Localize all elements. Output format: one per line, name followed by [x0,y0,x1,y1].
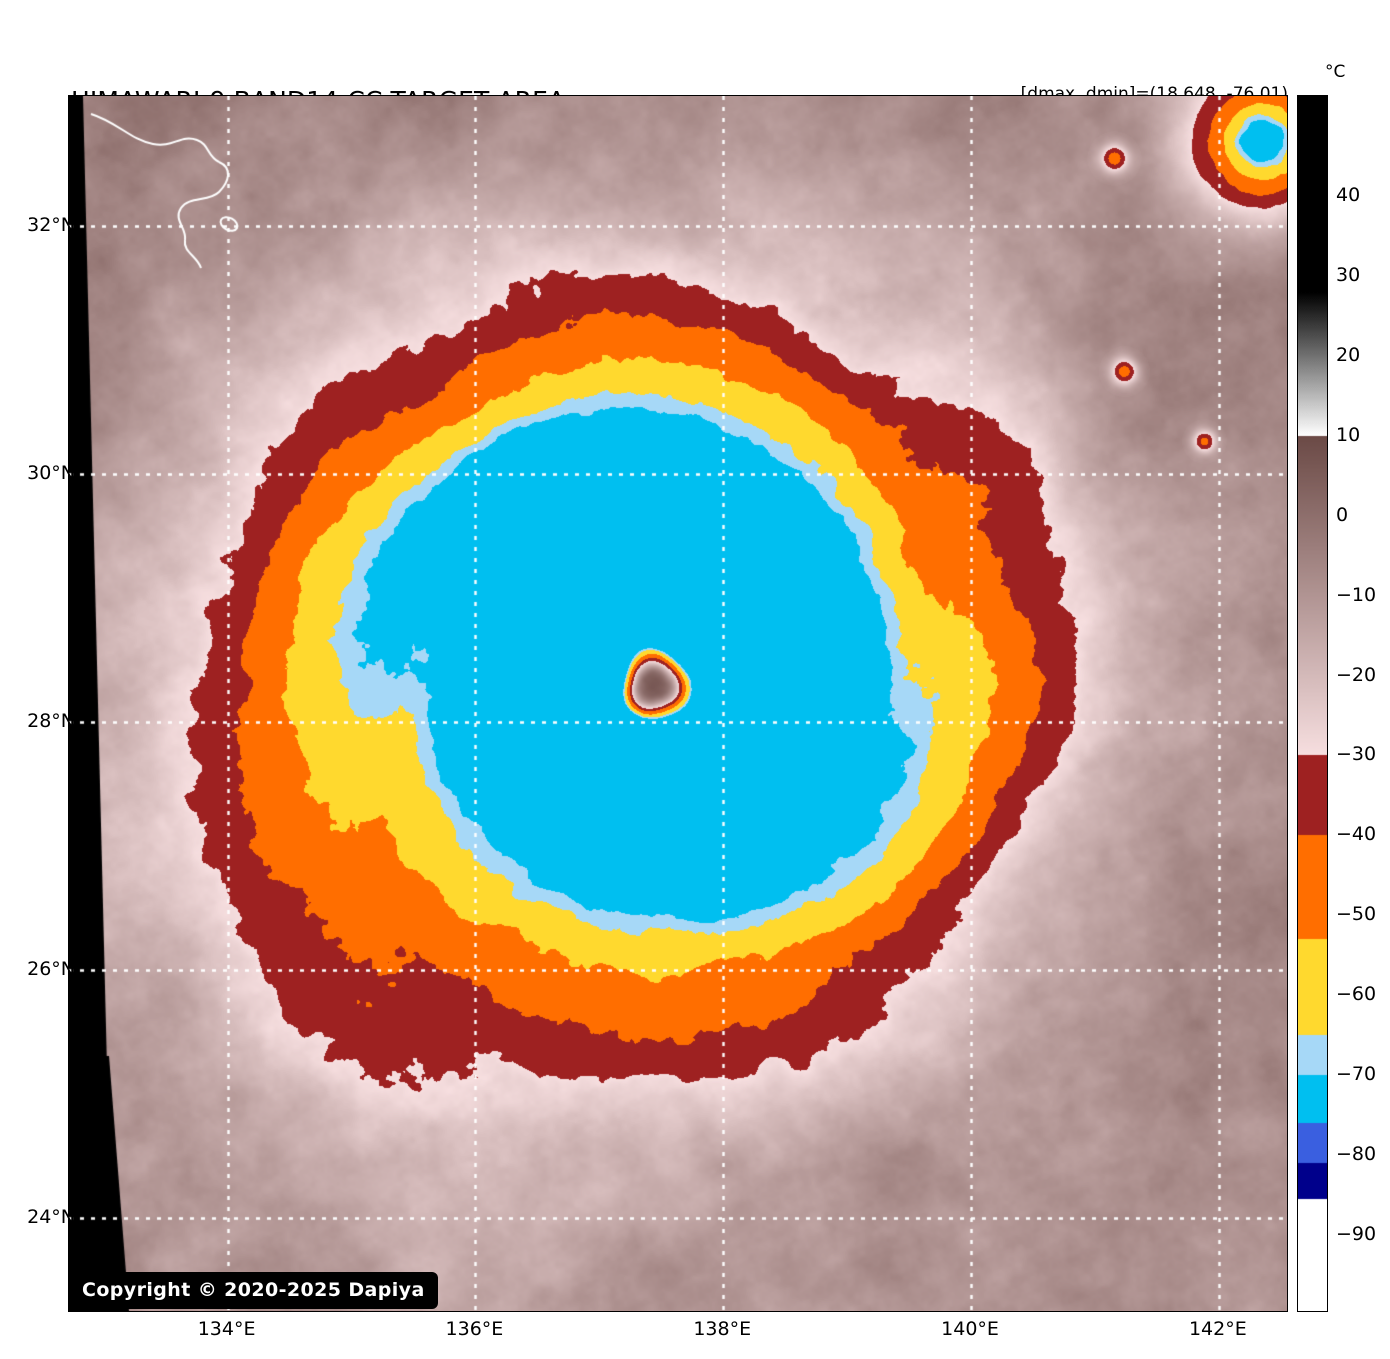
colorbar-tick-label: −20 [1336,663,1377,686]
x-axis-tick-label: 138°E [693,1318,752,1340]
colorbar-tick-label: 40 [1336,183,1361,206]
colorbar-tick-label: −70 [1336,1063,1377,1086]
y-axis-tick-label: 24°N [27,1206,75,1228]
x-axis-tick-label: 142°E [1188,1318,1247,1340]
colorbar-gradient [1298,96,1327,1311]
copyright-banner: Copyright © 2020-2025 Dapiya [69,1272,438,1309]
infrared-imagery-canvas [69,96,1287,1311]
x-axis-tick-label: 136°E [445,1318,504,1340]
colorbar-tick-label: 10 [1336,423,1361,446]
colorbar-tick-label: −60 [1336,983,1377,1006]
colorbar-tick-label: −30 [1336,743,1377,766]
colorbar-tick-label: 20 [1336,343,1361,366]
colorbar-tick-label: −80 [1336,1143,1377,1166]
y-axis-tick-label: 28°N [27,710,75,733]
y-axis-tick-label: 30°N [27,462,75,485]
colorbar-tick-label: −90 [1336,1223,1377,1246]
satellite-image-plot [68,95,1288,1312]
y-axis-tick-label: 32°N [27,214,75,237]
x-axis-tick-label: 134°E [197,1318,256,1340]
colorbar-tick-label: 0 [1336,503,1349,526]
x-axis-tick-label: 140°E [941,1318,999,1340]
y-axis-tick-label: 26°N [27,958,75,981]
colorbar-tick-label: 30 [1336,263,1361,286]
colorbar-tick-label: −10 [1336,583,1377,606]
colorbar-unit-label: °C [1325,62,1346,82]
colorbar-tick-label: −40 [1336,823,1377,846]
colorbar-tick-label: −50 [1336,903,1377,926]
temperature-colorbar [1297,95,1328,1312]
